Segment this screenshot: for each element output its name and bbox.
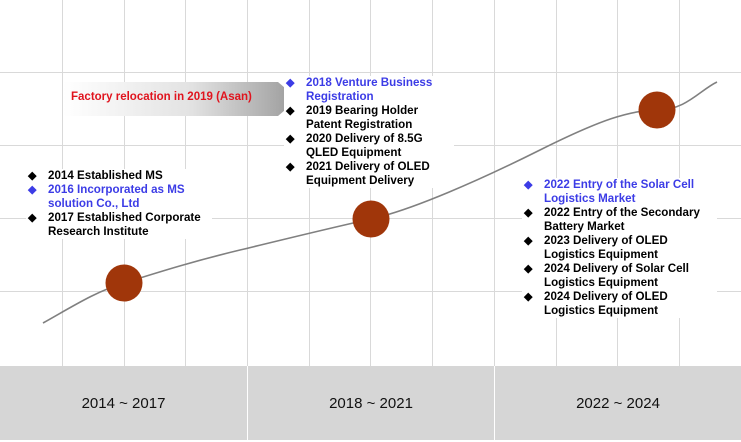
diamond-bullet-icon: ◆: [524, 207, 533, 219]
milestone-item: ◆ 2014 Established MS: [28, 169, 163, 182]
diamond-bullet-icon: ◆: [524, 263, 533, 275]
period-divider: [494, 366, 495, 440]
milestone-list-2014-2017: ◆ 2014 Established MS ◆ 2016 Incorporate…: [26, 169, 212, 239]
period-label-2022-2024: 2022 ~ 2024: [576, 395, 660, 412]
milestone-marker-2: [352, 200, 390, 238]
diamond-bullet-icon: ◆: [28, 212, 37, 224]
diamond-bullet-icon: ◆: [286, 161, 295, 173]
diamond-bullet-icon: ◆: [524, 235, 533, 247]
milestone-item: ◆ 2016 Incorporated as MS solution Co., …: [28, 183, 185, 210]
milestone-item: ◆ 2023 Delivery of OLED Logistics Equipm…: [524, 234, 668, 261]
diamond-bullet-icon: ◆: [28, 170, 37, 182]
period-axis-bar: 2014 ~ 2017 2018 ~ 2021 2022 ~ 2024: [0, 366, 741, 440]
milestone-item: ◆ 2018 Venture Business Registration: [286, 76, 433, 103]
milestone-marker-3: [638, 91, 676, 129]
factory-relocation-banner: Factory relocation in 2019 (Asan): [63, 82, 298, 116]
period-label-2018-2021: 2018 ~ 2021: [329, 395, 413, 412]
milestone-item: ◆ 2022 Entry of the Solar Cell Logistics…: [524, 178, 695, 205]
diamond-bullet-icon: ◆: [524, 291, 533, 303]
milestone-item: ◆ 2020 Delivery of 8.5G QLED Equipment: [286, 132, 423, 159]
milestone-list-2022-2024: ◆ 2022 Entry of the Solar Cell Logistics…: [522, 178, 717, 318]
milestone-item: ◆ 2024 Delivery of OLED Logistics Equipm…: [524, 290, 668, 317]
period-divider: [247, 366, 248, 440]
milestone-item: ◆ 2019 Bearing Holder Patent Registratio…: [286, 104, 419, 131]
diamond-bullet-icon: ◆: [286, 133, 295, 145]
milestone-item: ◆ 2022 Entry of the Secondary Battery Ma…: [524, 206, 700, 233]
milestone-marker-1: [105, 264, 143, 302]
diamond-bullet-icon: ◆: [286, 105, 295, 117]
diamond-bullet-icon: ◆: [28, 184, 37, 196]
diamond-bullet-icon: ◆: [524, 179, 533, 191]
banner-arrow-shape: [63, 82, 298, 116]
milestone-item: ◆ 2021 Delivery of OLED Equipment Delive…: [286, 160, 430, 187]
period-label-2014-2017: 2014 ~ 2017: [81, 395, 166, 412]
banner-text: Factory relocation in 2019 (Asan): [71, 91, 252, 103]
diamond-bullet-icon: ◆: [286, 77, 295, 89]
milestone-item: ◆ 2024 Delivery of Solar Cell Logistics …: [524, 262, 689, 289]
milestone-list-2018-2021: ◆ 2018 Venture Business Registration ◆ 2…: [284, 76, 454, 188]
milestone-item: ◆ 2017 Established Corporate Research In…: [28, 211, 201, 238]
